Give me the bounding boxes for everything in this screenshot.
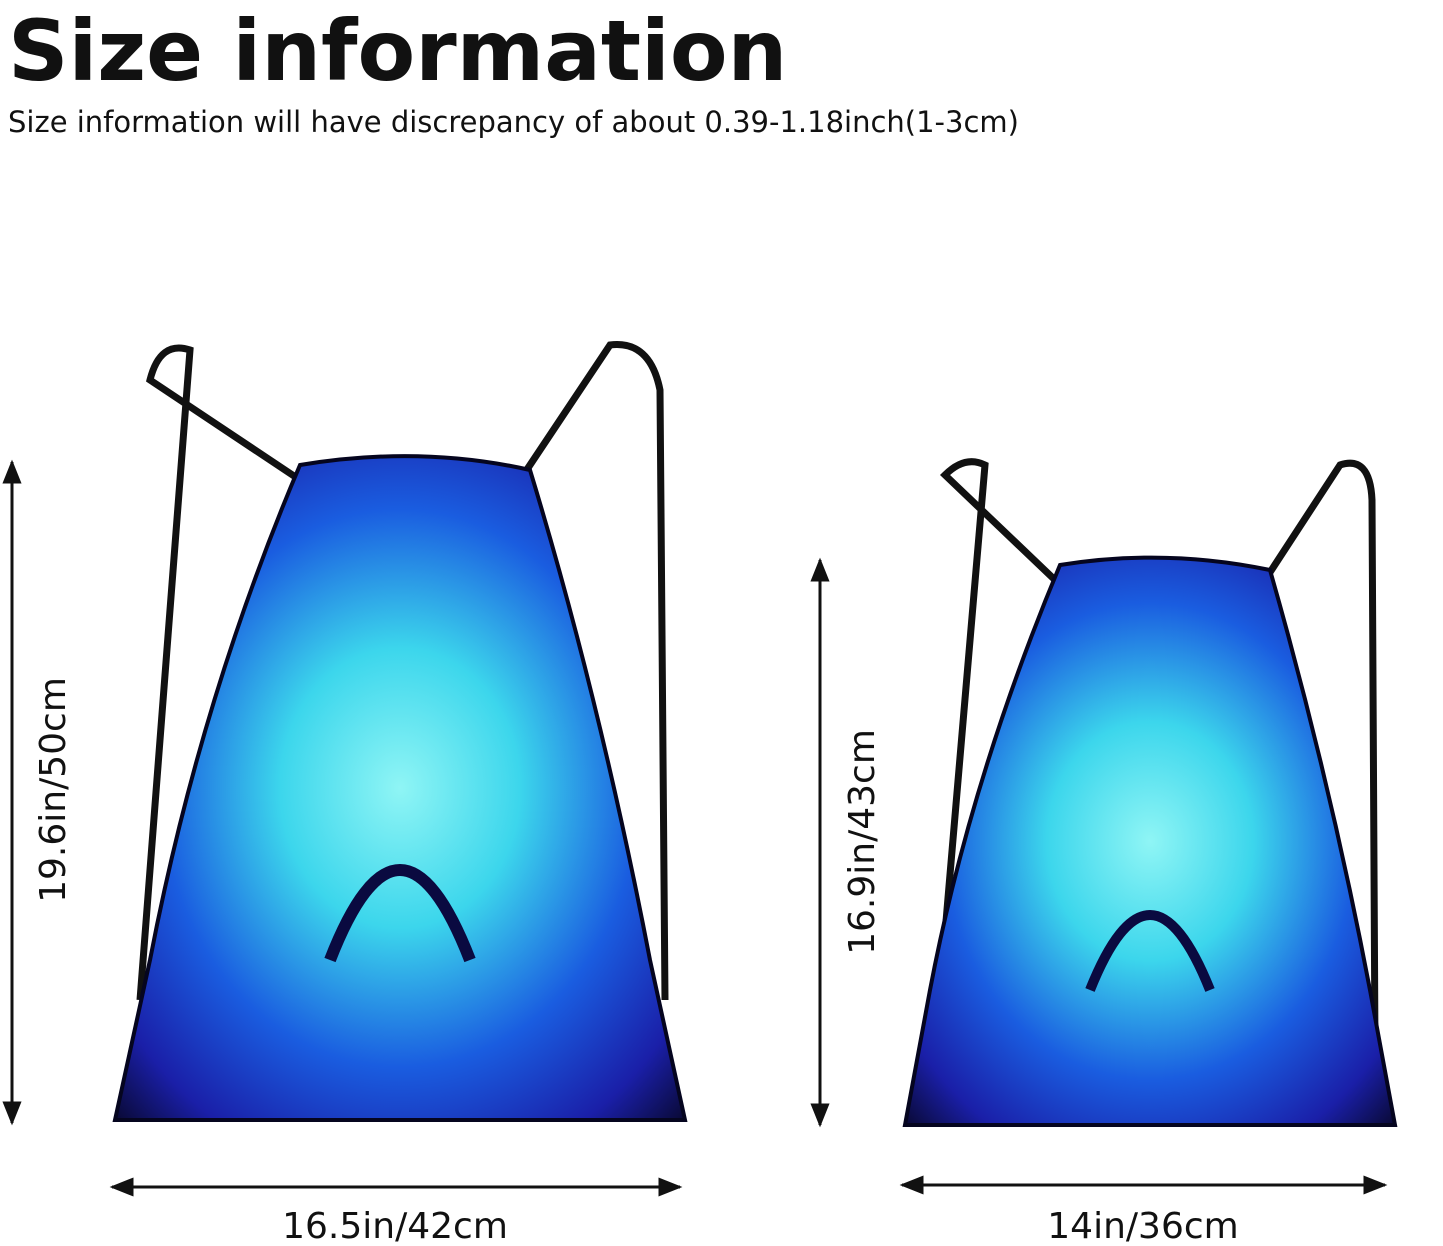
subtitle: Size information will have discrepancy o… <box>8 105 1019 139</box>
large-bag: 19.6in/50cm 16.5in/42cm <box>2 341 688 1246</box>
small-bag: 16.9in/43cm 14in/36cm <box>810 458 1398 1246</box>
width-label: 16.5in/42cm <box>282 1206 508 1246</box>
height-label: 16.9in/43cm <box>842 729 883 955</box>
width-label: 14in/36cm <box>1047 1206 1238 1246</box>
height-label: 19.6in/50cm <box>33 677 74 903</box>
title: Size information <box>8 2 787 100</box>
